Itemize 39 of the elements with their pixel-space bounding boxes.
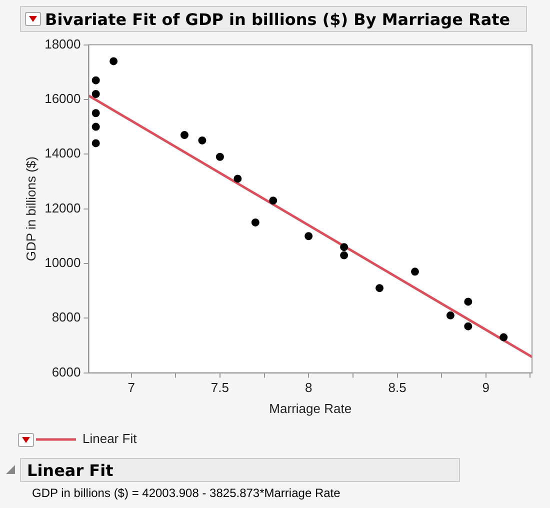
point [92,139,100,148]
text: GDP in billions ($) = 42003.908 - 3825.873*Marriage Rate [32,486,340,500]
y-tick-label: 14000 [44,146,81,161]
text: Linear Fit [20,458,460,482]
y-tick-label: 8000 [52,310,81,325]
point [198,136,206,144]
point [304,232,313,240]
point [376,284,384,292]
point [410,268,419,276]
y-axis-title: GDP in billions ($) [23,156,38,262]
x-tick-label: 8.5 [388,380,406,396]
x-tick-label: 7 [128,380,135,396]
point [464,298,472,306]
y-tick-label: 10000 [44,255,81,270]
point [180,131,188,139]
x-tick-label: 8 [304,380,312,396]
point [216,152,224,161]
point [92,122,100,131]
x-tick-label: 7.5 [210,380,229,396]
chart-title: Bivariate Fit of GDP in billions ($) By Marriage Rate [45,10,510,28]
point [340,243,348,252]
point [92,109,100,118]
point [234,174,242,183]
y-tick-label: 6000 [52,364,81,380]
x-axis-title: Marriage Rate [269,400,352,416]
point [500,333,508,342]
point [92,90,100,98]
x-tick-label: 9 [482,380,490,396]
y-tick-label: 16000 [44,91,81,106]
point [340,251,348,260]
point [269,196,278,205]
point [446,311,454,320]
legend-label: Linear Fit [82,431,138,446]
point [92,76,100,84]
point [464,322,472,330]
y-tick-label: 18000 [44,36,81,52]
point [110,57,118,66]
y-tick-label: 12000 [44,200,81,216]
point [251,218,260,226]
